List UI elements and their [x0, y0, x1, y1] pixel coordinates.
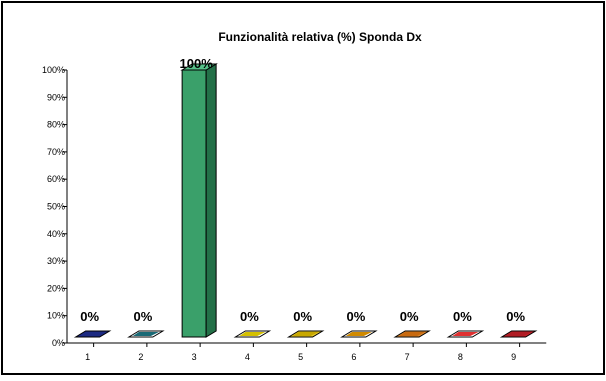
bar-top-fill [239, 332, 266, 336]
y-tick-label: 40% [47, 229, 65, 239]
data-label: 100% [180, 56, 214, 71]
chart-border [1, 1, 605, 375]
x-tick-label: 4 [245, 352, 250, 362]
plot-area: 0%10%20%30%40%50%60%70%80%90%100%0%10%21… [42, 56, 547, 362]
y-tick-label: 70% [47, 147, 65, 157]
y-tick-label: 10% [47, 311, 65, 321]
data-label: 0% [240, 309, 259, 324]
bar-top-fill [132, 332, 159, 336]
bar-front [181, 69, 207, 338]
y-tick-label: 60% [47, 174, 65, 184]
x-tick-label: 3 [192, 352, 197, 362]
chart-title: Funzionalità relativa (%) Sponda Dx [218, 30, 422, 44]
x-tick-label: 1 [85, 352, 90, 362]
data-label: 0% [293, 309, 312, 324]
y-tick-label: 90% [47, 92, 65, 102]
x-tick-label: 9 [511, 352, 516, 362]
bar-side [205, 63, 217, 338]
data-label: 0% [506, 309, 525, 324]
data-label: 0% [133, 309, 152, 324]
y-tick-label: 0% [52, 338, 65, 348]
bar-top-fill [79, 332, 106, 336]
x-tick-label: 7 [405, 352, 410, 362]
x-tick-label: 6 [351, 352, 356, 362]
data-label: 0% [400, 309, 419, 324]
data-label: 0% [346, 309, 365, 324]
x-tick-label: 5 [298, 352, 303, 362]
y-tick-label: 100% [42, 65, 65, 75]
data-label: 0% [80, 309, 99, 324]
bar-top-fill [452, 332, 479, 336]
bar-top-fill [345, 332, 372, 336]
data-label: 0% [453, 309, 472, 324]
bar-top [180, 63, 218, 71]
x-tick-label: 2 [138, 352, 143, 362]
bar-top-fill [292, 332, 319, 336]
bar-top-fill [399, 332, 426, 336]
y-tick-label: 30% [47, 256, 65, 266]
y-tick-label: 20% [47, 283, 65, 293]
y-tick-label: 50% [47, 202, 65, 212]
x-tick-label: 8 [458, 352, 463, 362]
y-tick-label: 80% [47, 120, 65, 130]
bar-top-fill [505, 332, 532, 336]
